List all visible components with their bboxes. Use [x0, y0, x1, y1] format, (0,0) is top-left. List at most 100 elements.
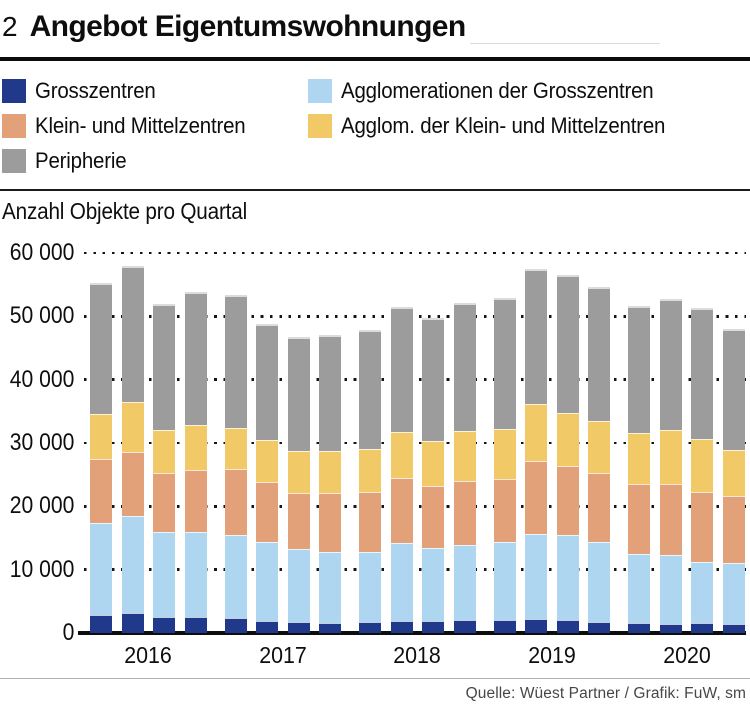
segment-agglomerationen-der-grosszentren — [224, 534, 247, 618]
segment-agglomerationen-der-grosszentren — [556, 535, 579, 621]
segment-klein-und-mittelzentren — [493, 479, 516, 543]
segment-agglomerationen-der-grosszentren — [422, 548, 445, 621]
segment-peripherie — [588, 287, 611, 421]
segment-agglomerationen-der-grosszentren — [525, 533, 548, 620]
segment-klein-und-mittelzentren — [722, 496, 745, 564]
segment-klein-und-mittelzentren — [390, 478, 413, 544]
segment-grosszentren — [628, 623, 651, 633]
segment-grosszentren — [422, 620, 445, 633]
segment-grosszentren — [525, 619, 548, 633]
segment-agglom-der-klein-und-mittelzentren — [628, 432, 651, 484]
segment-agglomerationen-der-grosszentren — [256, 542, 279, 621]
segment-grosszentren — [256, 620, 279, 633]
bar-2019-q2 — [525, 268, 548, 633]
segment-peripherie — [556, 275, 579, 413]
x-year-label-2019: 2019 — [528, 642, 576, 668]
segment-grosszentren — [224, 617, 247, 633]
legend-divider — [0, 189, 750, 191]
segment-agglom-der-klein-und-mittelzentren — [256, 439, 279, 483]
segment-klein-und-mittelzentren — [90, 458, 112, 523]
segment-klein-und-mittelzentren — [256, 482, 279, 543]
x-year-label-2016: 2016 — [124, 642, 173, 668]
segment-klein-und-mittelzentren — [287, 493, 310, 549]
gridline-50000 — [84, 315, 746, 318]
legend-swatch-klein-und-mittelzentren — [2, 113, 26, 138]
segment-agglomerationen-der-grosszentren — [287, 548, 310, 623]
segment-peripherie — [224, 295, 247, 428]
segment-peripherie — [390, 307, 413, 433]
segment-peripherie — [422, 318, 445, 442]
segment-klein-und-mittelzentren — [588, 472, 611, 543]
legend-item-klein-und-mittelzentren: Klein- und Mittelzentren — [2, 113, 308, 139]
x-year-label-2018: 2018 — [393, 642, 442, 668]
bar-2018-q1 — [359, 329, 382, 633]
legend-swatch-agglom-der-klein-und-mittelzentren — [308, 113, 332, 138]
footer-separator — [0, 678, 750, 679]
legend-label-peripherie: Peripherie — [35, 147, 127, 173]
segment-klein-und-mittelzentren — [184, 470, 207, 532]
legend-label-agglomerationen-der-grosszentren: Agglomerationen der Grosszentren — [341, 77, 654, 103]
segment-agglomerationen-der-grosszentren — [588, 542, 611, 622]
chart-index: 2 — [2, 11, 18, 42]
segment-agglomerationen-der-grosszentren — [659, 555, 682, 625]
segment-agglom-der-klein-und-mittelzentren — [287, 451, 310, 494]
segment-klein-und-mittelzentren — [153, 472, 175, 532]
segment-agglom-der-klein-und-mittelzentren — [319, 450, 342, 494]
y-tick-label: 50 000 — [9, 302, 74, 330]
y-tick-label: 0 — [62, 619, 74, 646]
segment-agglom-der-klein-und-mittelzentren — [556, 412, 579, 467]
header-hairline — [470, 43, 660, 44]
bar-2018-q3 — [422, 318, 445, 633]
segment-agglomerationen-der-grosszentren — [722, 563, 745, 625]
segment-grosszentren — [556, 620, 579, 633]
segment-peripherie — [90, 282, 112, 415]
segment-peripherie — [153, 304, 175, 430]
segment-agglom-der-klein-und-mittelzentren — [525, 403, 548, 461]
segment-agglomerationen-der-grosszentren — [628, 554, 651, 624]
segment-peripherie — [121, 266, 144, 402]
bar-2017-q3 — [287, 337, 310, 633]
segment-agglom-der-klein-und-mittelzentren — [422, 441, 445, 487]
x-year-label-2017: 2017 — [259, 642, 307, 668]
segment-agglom-der-klein-und-mittelzentren — [722, 449, 745, 497]
segment-peripherie — [659, 298, 682, 430]
segment-grosszentren — [659, 624, 682, 633]
segment-agglom-der-klein-und-mittelzentren — [121, 401, 144, 453]
segment-agglom-der-klein-und-mittelzentren — [153, 429, 175, 473]
legend-item-grosszentren: Grosszentren — [2, 78, 308, 104]
segment-agglomerationen-der-grosszentren — [390, 543, 413, 621]
gridline-20000 — [84, 505, 746, 508]
segment-peripherie — [722, 329, 745, 450]
segment-agglomerationen-der-grosszentren — [319, 551, 342, 623]
header-rule — [0, 57, 750, 61]
y-tick-label: 30 000 — [9, 429, 74, 456]
y-tick-label: 10 000 — [9, 555, 74, 583]
segment-grosszentren — [287, 622, 310, 633]
segment-agglom-der-klein-und-mittelzentren — [691, 439, 714, 492]
segment-agglomerationen-der-grosszentren — [453, 544, 476, 621]
segment-agglomerationen-der-grosszentren — [691, 562, 714, 624]
segment-grosszentren — [493, 619, 516, 633]
bar-2019-q4 — [588, 287, 611, 633]
segment-grosszentren — [453, 620, 476, 633]
gridline-30000 — [84, 441, 746, 445]
segment-peripherie — [359, 329, 382, 450]
legend-label-agglom-der-klein-und-mittelzentren: Agglom. der Klein- und Mittelzentren — [341, 112, 666, 138]
legend-swatch-peripherie — [2, 148, 26, 173]
segment-grosszentren — [390, 620, 413, 633]
legend-item-agglomerationen-der-grosszentren: Agglomerationen der Grosszentren — [308, 78, 690, 104]
chart-title: Angebot Eigentumswohnungen — [29, 10, 467, 43]
segment-peripherie — [287, 337, 310, 452]
segment-klein-und-mittelzentren — [628, 483, 651, 555]
bar-2019-q1 — [493, 297, 516, 633]
segment-agglomerationen-der-grosszentren — [153, 531, 175, 618]
legend-item-agglom-der-klein-und-mittelzentren: Agglom. der Klein- und Mittelzentren — [308, 113, 690, 139]
segment-peripherie — [319, 335, 342, 451]
bar-2018-q2 — [390, 307, 413, 633]
segment-agglom-der-klein-und-mittelzentren — [184, 425, 207, 471]
bar-2020-q4 — [722, 329, 745, 633]
segment-grosszentren — [121, 613, 144, 633]
segment-klein-und-mittelzentren — [659, 484, 682, 556]
